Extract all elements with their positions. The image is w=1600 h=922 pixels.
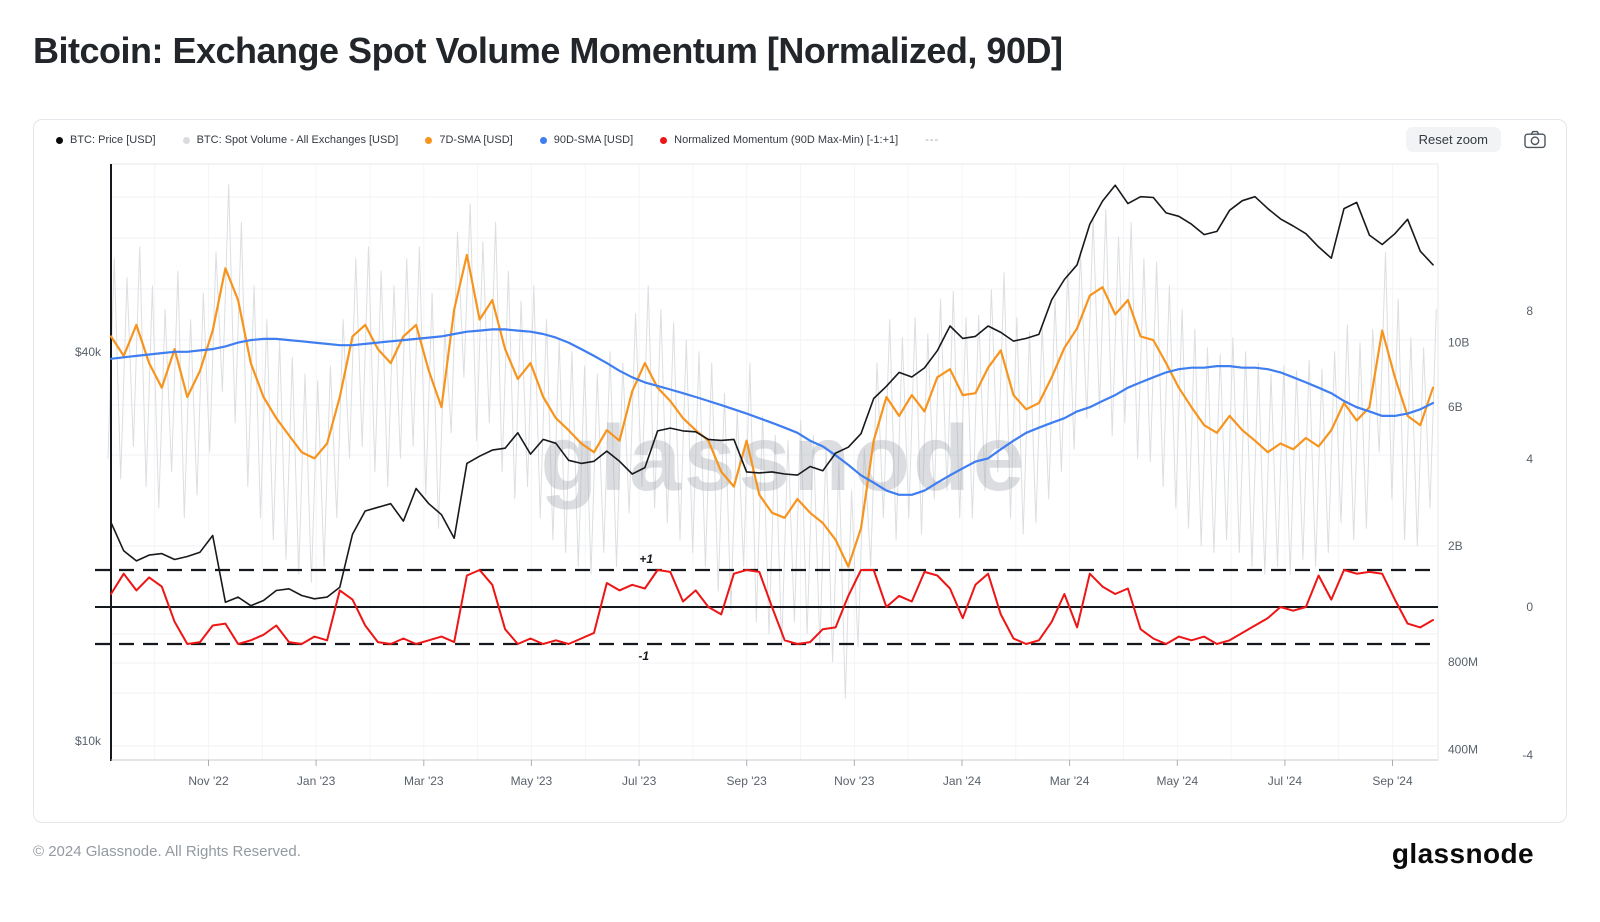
btc-price-swatch-icon — [56, 136, 63, 144]
x-axis-label: Jul '24 — [1268, 774, 1303, 788]
legend-item-momentum[interactable]: Normalized Momentum (90D Max-Min) [-1:+1… — [660, 134, 898, 146]
x-axis-label: May '23 — [511, 774, 553, 788]
x-axis-label: Mar '23 — [404, 774, 444, 788]
sma-90d-swatch-icon — [539, 136, 547, 144]
chart-card: BTC: Price [USD] BTC: Spot Volume - All E… — [33, 119, 1567, 823]
page-title: Bitcoin: Exchange Spot Volume Momentum [… — [33, 30, 1063, 71]
series-btc-price — [110, 184, 1434, 607]
volume-tick-label: 800M — [1448, 655, 1478, 669]
x-axis-label: Jan '23 — [297, 774, 336, 788]
legend-item-btc-price[interactable]: BTC: Price [USD] — [56, 134, 156, 146]
legend-item-label: BTC: Price [USD] — [70, 134, 156, 146]
camera-icon[interactable] — [1524, 130, 1546, 149]
volume-tick-label: 6B — [1448, 400, 1463, 414]
series-spot-volume — [107, 183, 1437, 699]
glassnode-wordmark: glassnode — [1391, 838, 1534, 869]
price-tick-label: $10k — [75, 734, 102, 748]
price-tick-label: $40k — [75, 345, 102, 359]
momentum-tick-label: 8 — [1526, 304, 1533, 318]
legend-item-label: BTC: Spot Volume - All Exchanges [USD] — [196, 134, 399, 146]
sma-7d-swatch-icon — [425, 136, 433, 144]
volume-tick-label: 400M — [1448, 742, 1478, 756]
legend-item-label: 90D-SMA [USD] — [553, 134, 634, 146]
reset-zoom-button[interactable]: Reset zoom — [1405, 127, 1501, 152]
x-axis-label: May '24 — [1156, 774, 1198, 788]
series-90d-sma — [109, 328, 1435, 496]
x-axis-label: Jul '23 — [622, 774, 657, 788]
spot-volume-swatch-icon — [182, 136, 190, 144]
x-axis-label: Sep '24 — [1372, 774, 1413, 788]
momentum-swatch-icon — [660, 136, 668, 144]
glassnode-watermark: glassnode — [541, 406, 1028, 510]
x-axis-label: Nov '23 — [834, 774, 875, 788]
series-7d-sma — [109, 253, 1435, 568]
momentum-tick-label: 4 — [1526, 452, 1533, 466]
legend: BTC: Price [USD] BTC: Spot Volume - All E… — [56, 129, 939, 151]
x-axis-label: Jan '24 — [943, 774, 982, 788]
toolbar: Reset zoom — [1405, 127, 1546, 152]
volume-tick-label: 10B — [1448, 336, 1469, 350]
legend-item-label: 7D-SMA [USD] — [439, 134, 513, 146]
legend-item-sma-7d[interactable]: 7D-SMA [USD] — [425, 134, 513, 146]
series-momentum — [110, 569, 1434, 645]
volume-tick-label: 2B — [1448, 539, 1463, 553]
x-axis-label: Nov '22 — [188, 774, 229, 788]
legend-item-label: Normalized Momentum (90D Max-Min) [-1:+1… — [674, 134, 899, 146]
band-lower-label: -1 — [638, 649, 649, 663]
x-axis-label: Mar '24 — [1050, 774, 1090, 788]
copyright-text: © 2024 Glassnode. All Rights Reserved. — [33, 843, 301, 860]
momentum-tick-label: 0 — [1526, 600, 1533, 614]
plot-area[interactable]: glassnode $40k $10k 10B 6B 2B 800M 400M 8 4 0 -4 Nov… — [34, 120, 1568, 824]
legend-item-sma-90d[interactable]: 90D-SMA [USD] — [539, 134, 634, 146]
momentum-tick-label: -4 — [1522, 748, 1533, 762]
legend-item-spot-volume[interactable]: BTC: Spot Volume - All Exchanges [USD] — [182, 134, 399, 146]
legend-overflow[interactable]: --- — [925, 134, 940, 146]
x-axis-label: Sep '23 — [727, 774, 768, 788]
band-upper-label: +1 — [639, 552, 653, 566]
